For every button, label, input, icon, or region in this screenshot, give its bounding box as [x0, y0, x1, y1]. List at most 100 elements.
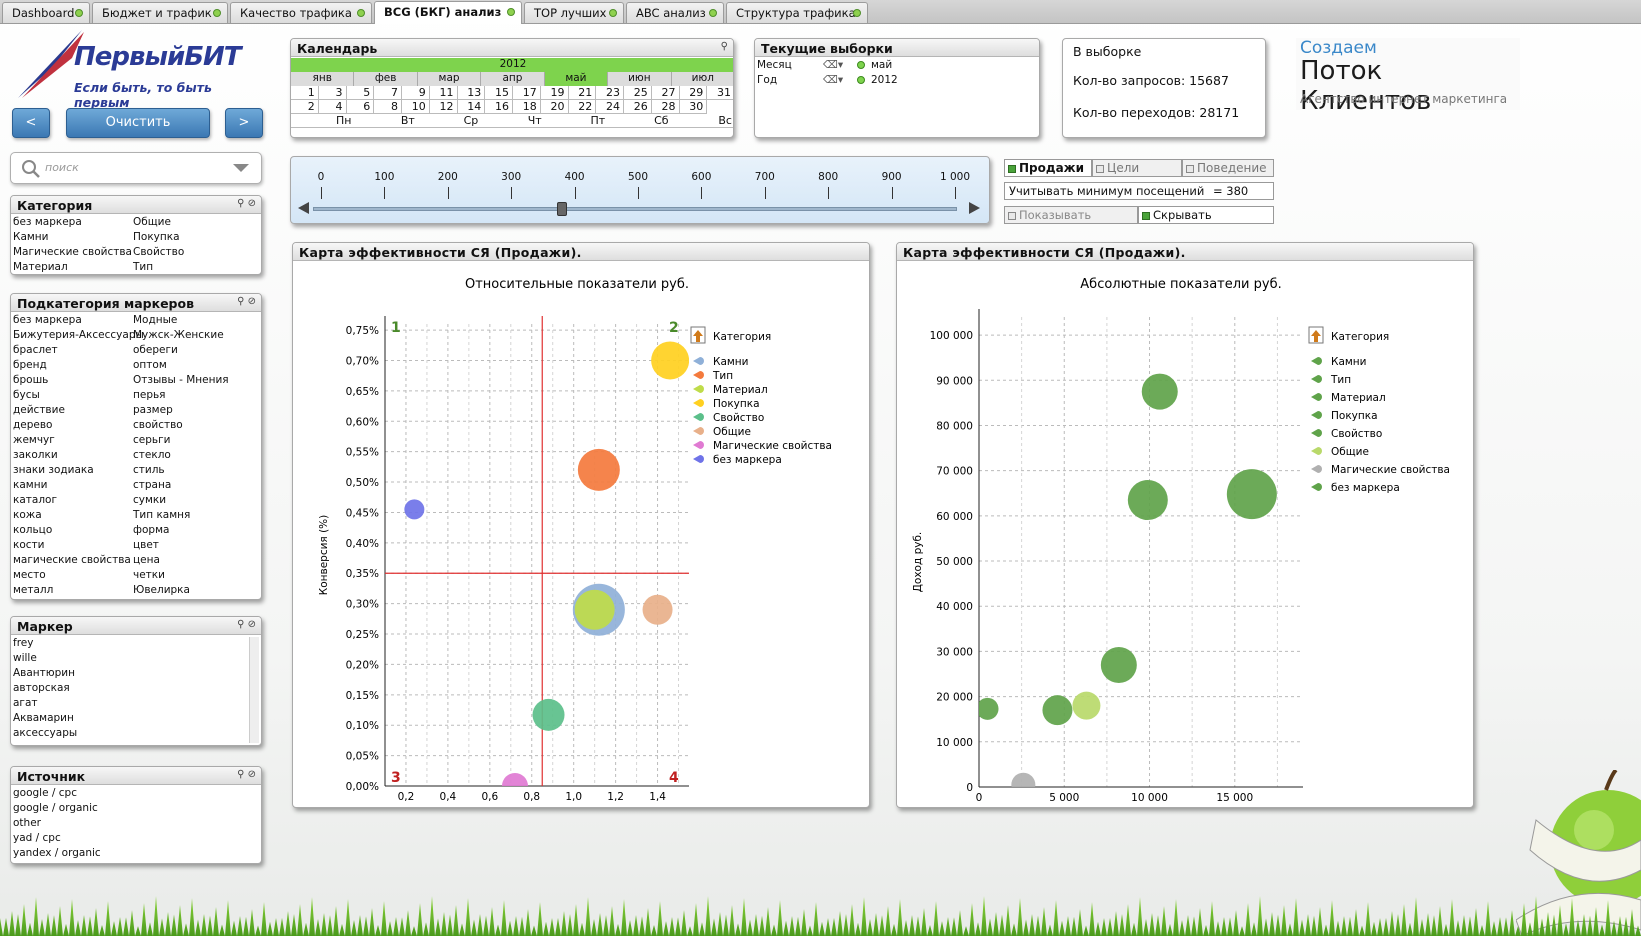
calendar-day[interactable]: 18 [513, 100, 541, 114]
list-item[interactable]: кольцо [13, 524, 53, 536]
calendar-day[interactable]: 27 [651, 86, 680, 100]
list-item[interactable]: обереги [133, 344, 178, 356]
bubble[interactable] [1141, 373, 1178, 410]
legend-label[interactable]: Тип [712, 370, 733, 382]
bubble[interactable] [651, 341, 689, 380]
calendar-day[interactable]: 6 [346, 100, 375, 114]
list-item[interactable]: брошь [13, 374, 49, 386]
clear-button[interactable]: Очистить [66, 108, 210, 138]
list-item[interactable]: аксессуары [13, 727, 78, 739]
calendar-day[interactable]: 28 [651, 100, 680, 114]
legend-label[interactable]: Общие [713, 426, 751, 438]
bubble[interactable] [404, 499, 425, 520]
calendar-year[interactable]: 2012 [291, 58, 733, 72]
calendar-day[interactable]: 14 [457, 100, 486, 114]
list-item[interactable]: yandex / organic [13, 847, 101, 859]
list-item[interactable]: авторская [13, 682, 70, 694]
list-item[interactable]: дерево [13, 419, 53, 431]
list-item[interactable]: frey [13, 637, 34, 649]
list-item[interactable]: Свойство [133, 246, 185, 258]
list-item[interactable]: кости [13, 539, 45, 551]
calendar-month[interactable]: июн [608, 72, 672, 86]
search-clear-icons[interactable]: ⚲ ⊘ [237, 769, 256, 780]
list-item[interactable]: жемчуг [13, 434, 55, 446]
toggle-behavior[interactable]: Поведение [1182, 159, 1274, 177]
list-item[interactable]: бренд [13, 359, 47, 371]
list-item[interactable]: google / organic [13, 802, 98, 814]
next-button[interactable]: > [225, 108, 263, 138]
calendar-day[interactable]: 19 [540, 86, 569, 100]
calendar-day[interactable]: 16 [485, 100, 513, 114]
legend-label[interactable]: Камни [1331, 356, 1367, 368]
bubble[interactable] [1042, 695, 1073, 726]
bubble[interactable] [1100, 646, 1137, 683]
calendar-day[interactable]: 2 [291, 100, 319, 114]
legend-label[interactable]: Магические свойства [1331, 464, 1450, 476]
calendar-month[interactable]: апр [481, 72, 545, 86]
list-item[interactable]: серьги [133, 434, 171, 446]
list-item[interactable]: Общие [133, 216, 171, 228]
list-item[interactable]: агат [13, 697, 38, 709]
list-item[interactable]: Авантюрин [13, 667, 75, 679]
calendar-day[interactable]: 26 [624, 100, 652, 114]
calendar-month[interactable]: июл [672, 72, 733, 86]
bubble[interactable] [1072, 691, 1101, 720]
bubble[interactable] [1127, 480, 1168, 521]
calendar-day[interactable]: 12 [429, 100, 458, 114]
list-item[interactable]: четки [133, 569, 165, 581]
list-item[interactable]: сумки [133, 494, 167, 506]
bubble[interactable] [977, 697, 999, 720]
bubble[interactable] [574, 589, 615, 630]
calendar-day[interactable]: 15 [485, 86, 513, 100]
bubble[interactable] [1011, 772, 1036, 797]
calendar-day[interactable]: 3 [318, 86, 347, 100]
calendar-day[interactable]: 7 [374, 86, 402, 100]
calendar-day[interactable]: 31 [707, 86, 733, 100]
slider-thumb[interactable] [556, 202, 567, 216]
list-item[interactable]: Тип [133, 261, 154, 273]
calendar-day[interactable]: 21 [568, 86, 597, 100]
list-item[interactable]: цена [133, 554, 160, 566]
calendar-day[interactable]: 5 [346, 86, 375, 100]
list-item[interactable]: каталог [13, 494, 57, 506]
tab-traffic-quality[interactable]: Качество трафика [230, 2, 372, 23]
toggle-show[interactable]: Показывать [1004, 206, 1138, 224]
min-visits-value[interactable]: = 380 [1213, 184, 1249, 198]
calendar-day[interactable]: 13 [457, 86, 486, 100]
bubble[interactable] [577, 448, 620, 491]
prev-button[interactable]: < [12, 108, 50, 138]
list-item[interactable]: wille [13, 652, 37, 664]
list-item[interactable]: магические свойства [13, 554, 131, 566]
legend-label[interactable]: Свойство [1331, 428, 1382, 440]
list-item[interactable]: оптом [133, 359, 167, 371]
legend-label[interactable]: Свойство [713, 412, 764, 424]
chevron-down-icon[interactable] [233, 164, 249, 174]
legend-label[interactable]: Материал [713, 384, 768, 396]
arrow-left-icon[interactable] [297, 201, 311, 215]
tab-bcg-analysis[interactable]: BCG (БКГ) анализ [374, 1, 522, 24]
calendar-day[interactable]: 1 [291, 86, 319, 100]
list-item[interactable]: Материал [13, 261, 68, 273]
list-item[interactable]: перья [133, 389, 166, 401]
bubble[interactable] [642, 594, 673, 625]
list-item[interactable]: Ювелирка [133, 584, 190, 596]
list-item[interactable]: Бижутерия-Аксессуары [13, 329, 144, 341]
search-clear-icons[interactable]: ⚲ ⊘ [237, 198, 256, 209]
list-item[interactable]: форма [133, 524, 170, 536]
calendar-day[interactable]: 10 [402, 100, 430, 114]
list-item[interactable]: google / cpc [13, 787, 77, 799]
tab-top-best[interactable]: TOP лучших [524, 2, 624, 23]
tab-budget-traffic[interactable]: Бюджет и трафик [92, 2, 228, 23]
list-item[interactable]: без маркера [13, 314, 82, 326]
calendar-month[interactable]: фев [354, 72, 418, 86]
search-clear-icons[interactable]: ⚲ ⊘ [237, 619, 256, 630]
list-item[interactable]: знаки зодиака [13, 464, 94, 476]
list-item[interactable]: без маркера [13, 216, 82, 228]
scrollbar[interactable] [249, 637, 259, 743]
legend-label[interactable]: Тип [1330, 374, 1351, 386]
calendar-day[interactable]: 9 [402, 86, 430, 100]
legend-label[interactable]: без маркера [713, 454, 782, 466]
toggle-goals[interactable]: Цели [1092, 159, 1182, 177]
tab-abc-analysis[interactable]: ABC анализ [626, 2, 724, 23]
calendar-day[interactable]: 8 [374, 100, 402, 114]
